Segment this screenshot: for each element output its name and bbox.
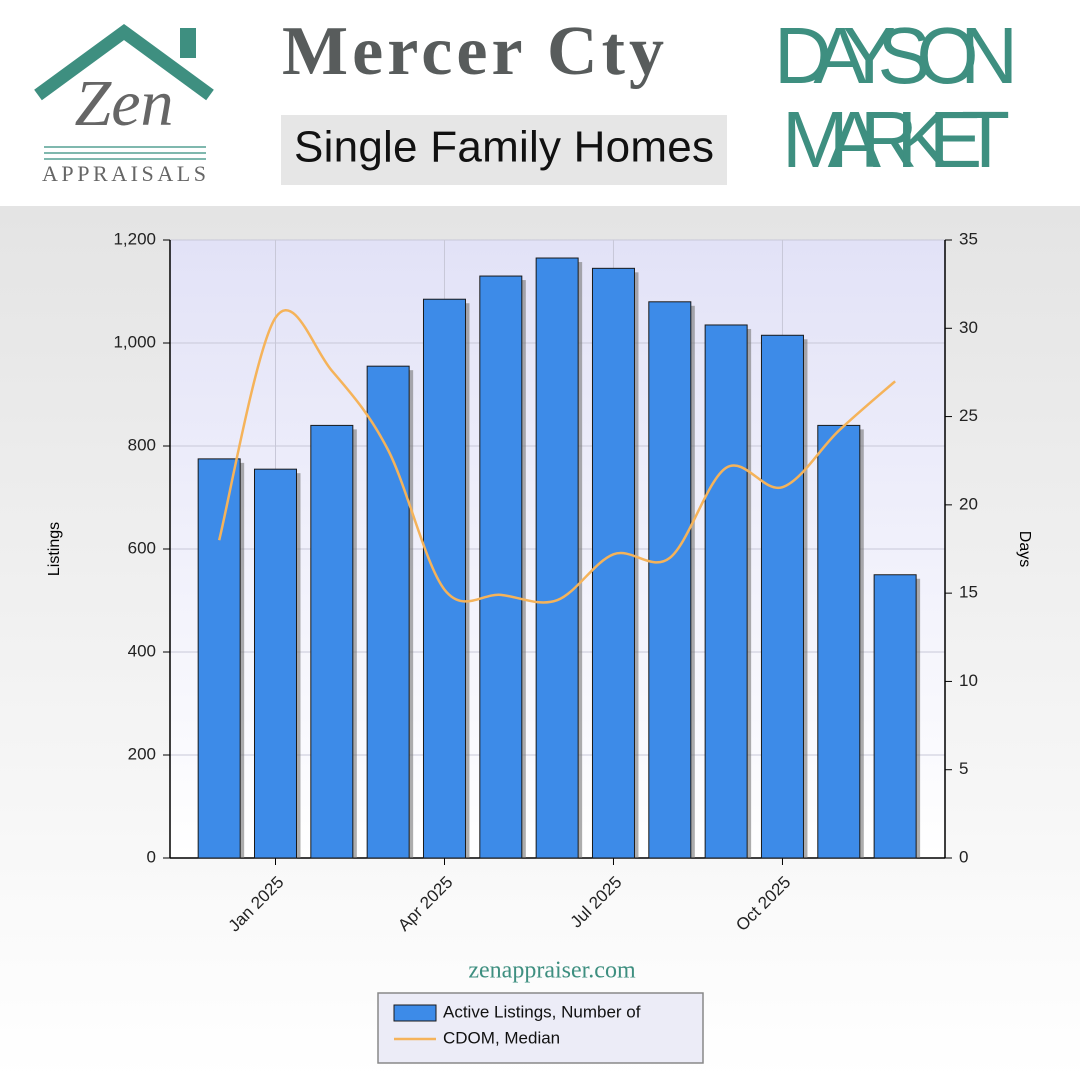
y-axis-label: Listings <box>46 522 63 576</box>
bar <box>479 275 523 859</box>
bar <box>197 458 241 859</box>
y-tick-label: 200 <box>128 744 156 763</box>
y2-tick-label: 10 <box>959 671 978 690</box>
logo-tagline: APPRAISALS <box>42 161 206 186</box>
title: Mercer Cty <box>282 13 664 90</box>
subtitle-box <box>281 115 727 185</box>
legend-swatch <box>393 1004 437 1022</box>
subtitle: Single Family Homes <box>294 123 714 172</box>
bar <box>648 301 692 859</box>
legend-label: CDOM, Median <box>443 1028 560 1047</box>
headline: MARKET <box>782 95 1010 184</box>
chart: 02004006008001,0001,20005101520253035Jan… <box>46 229 1033 935</box>
y-tick-label: 800 <box>128 435 156 454</box>
legend-label: Active Listings, Number of <box>443 1002 641 1021</box>
bar <box>422 298 466 859</box>
bar <box>873 574 917 859</box>
bar <box>310 424 354 859</box>
logo-name: Zen <box>75 67 174 140</box>
bar <box>817 424 861 859</box>
y2-tick-label: 20 <box>959 494 978 513</box>
website: zenappraiser.com <box>468 958 636 984</box>
bar <box>253 468 297 859</box>
y2-tick-label: 35 <box>959 229 978 248</box>
bar <box>704 324 748 859</box>
bar <box>366 365 410 859</box>
y-tick-label: 0 <box>147 847 156 866</box>
y2-axis-label: Days <box>1016 531 1033 567</box>
y-tick-label: 1,000 <box>113 332 156 351</box>
logo-roof <box>34 23 214 101</box>
bar <box>535 257 579 859</box>
y-tick-label: 600 <box>128 538 156 557</box>
headline: DAYS ON <box>774 11 1018 100</box>
y2-tick-label: 15 <box>959 583 978 602</box>
bar <box>760 334 804 859</box>
y-tick-label: 400 <box>128 641 156 660</box>
logo: Zen APPRAISALS <box>34 23 214 186</box>
y2-tick-label: 25 <box>959 406 978 425</box>
logo-chimney <box>180 28 196 58</box>
y2-tick-label: 30 <box>959 318 978 337</box>
y2-tick-label: 5 <box>959 759 968 778</box>
line <box>217 309 896 604</box>
y2-tick-label: 0 <box>959 847 968 866</box>
y-tick-label: 1,200 <box>113 229 156 248</box>
